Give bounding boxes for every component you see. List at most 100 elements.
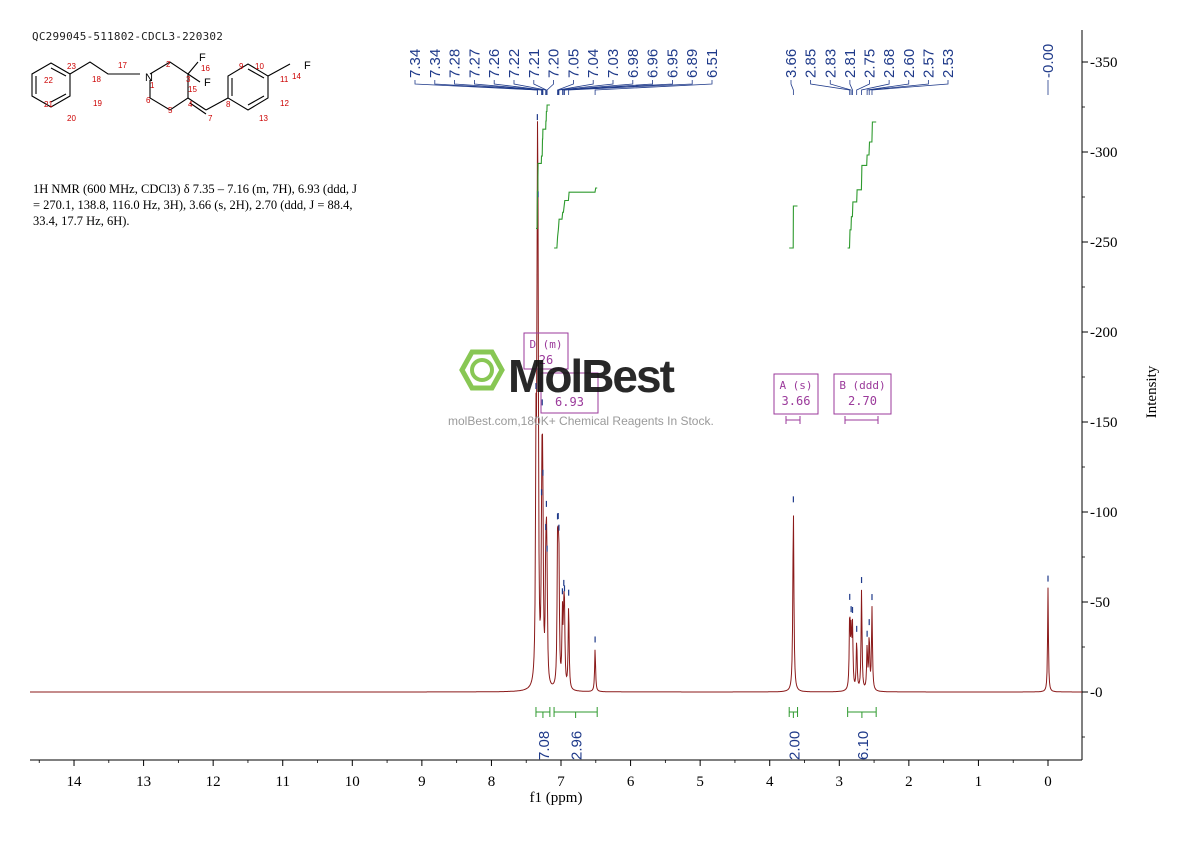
peak-leader [856,80,870,95]
x-tick-label: 4 [766,774,774,790]
x-tick-label: 5 [696,774,704,790]
integration-value: 7.08 [536,731,553,760]
integration-curve [789,205,798,249]
atom-label: 14 [292,72,301,81]
peak-label: 6.51 [704,49,721,78]
atom-label: 13 [259,114,268,123]
peak-leader [454,80,542,95]
peak-leader [473,80,543,95]
y-tick-label: -300 [1090,145,1118,161]
x-tick-label: 3 [836,774,844,790]
integration-value: 6.10 [855,731,872,760]
peak-label: 6.98 [625,49,642,78]
multiplet-shift: 3.66 [782,394,811,408]
atom-label: 20 [67,114,76,123]
atom-label: 2 [166,60,171,69]
peak-label: 6.95 [664,49,681,78]
x-tick-label: 2 [905,774,913,790]
peak-leader [563,80,653,95]
peak-label: 2.85 [803,49,820,78]
multiplet-shift: 2.70 [848,394,877,408]
y-tick-label: -250 [1090,235,1118,251]
atom-label: 23 [67,62,76,71]
atom-label: 15 [188,85,197,94]
x-axis-label: f1 (ppm) [530,790,583,806]
x-tick-label: 13 [136,774,151,790]
watermark-ring-icon [470,358,494,382]
watermark-brand: MolBest [508,350,675,402]
nmr-description: 1H NMR (600 MHz, CDCl3) δ 7.35 – 7.16 (m… [33,181,393,229]
peak-label: -0.00 [1040,44,1057,78]
x-tick-label: 0 [1044,774,1052,790]
atom-label: 3 [186,75,191,84]
peak-label: 7.05 [565,49,582,78]
y-tick-label: -150 [1090,415,1118,431]
watermark-logo: MolBest [459,349,677,402]
y-tick-label: -350 [1090,55,1118,71]
peak-label: 7.21 [526,49,543,78]
peak-leader [513,80,547,95]
peak-label: 2.75 [862,49,879,78]
peak-leader [868,80,929,95]
peak-label: 7.04 [585,49,602,78]
multiplet-label: D (m) [529,338,562,351]
peak-label: 7.22 [506,49,523,78]
nmr-description-line: 33.4, 17.7 Hz, 6H). [33,214,130,228]
atom-label: 8 [226,100,231,109]
x-tick-label: 12 [206,774,221,790]
peak-leader [546,80,554,95]
atom-label: F [199,52,206,64]
peak-leader [829,80,852,95]
integration-value: 2.00 [786,731,803,760]
atom-label: 18 [92,75,101,84]
peak-label: 7.34 [407,49,424,78]
peak-label: 7.34 [427,49,444,78]
spectrum-trace [30,121,1082,693]
peak-leader [790,80,794,95]
peak-label: 6.96 [645,49,662,78]
peak-label: 2.83 [822,49,839,78]
atom-label: 21 [44,100,53,109]
peak-leader [557,80,594,95]
nmr-description-line: 1H NMR (600 MHz, CDCl3) δ 7.35 – 7.16 (m… [33,182,357,196]
nmr-description-line: = 270.1, 138.8, 116.0 Hz, 3H), 3.66 (s, … [33,198,353,212]
atom-label: 1 [150,81,155,90]
atom-label: F [304,60,311,72]
y-tick-label: -50 [1090,595,1110,611]
peak-leader [414,80,538,95]
peak-leader [434,80,538,95]
multiplet-label: A (s) [779,379,812,392]
peak-label: 2.60 [901,49,918,78]
peak-label: 6.89 [684,49,701,78]
peak-leader [557,80,574,95]
integration-value: 2.96 [569,731,586,760]
integration-curve [554,187,598,249]
atom-label: 12 [280,99,289,108]
peak-leader [558,80,614,95]
atom-label: 19 [93,99,102,108]
integration-curve [847,121,877,249]
peak-leader [594,80,713,95]
peak-leader [810,80,851,95]
x-tick-label: 6 [627,774,635,790]
peak-leader [861,80,890,95]
peak-label: 7.03 [605,49,622,78]
peak-label: 2.57 [920,49,937,78]
peak-label: 7.20 [546,49,563,78]
multiplet-box [523,332,569,370]
sample-id: QC299045-511802-CDCL3-220302 [32,30,224,43]
peak-leader [564,80,673,95]
peak-label: 3.66 [783,49,800,78]
watermark-hexagon-icon [459,349,505,391]
multiplet-shift: 6.93 [555,395,584,409]
x-tick-label: 10 [345,774,360,790]
x-tick-label: 1 [975,774,983,790]
peak-leader [493,80,544,95]
peak-leader [871,80,949,95]
atom-label: 4 [188,100,193,109]
multiplet-box [773,373,819,415]
peak-label: 7.27 [466,49,483,78]
x-tick-label: 11 [276,774,290,790]
peak-label: 2.53 [940,49,957,78]
